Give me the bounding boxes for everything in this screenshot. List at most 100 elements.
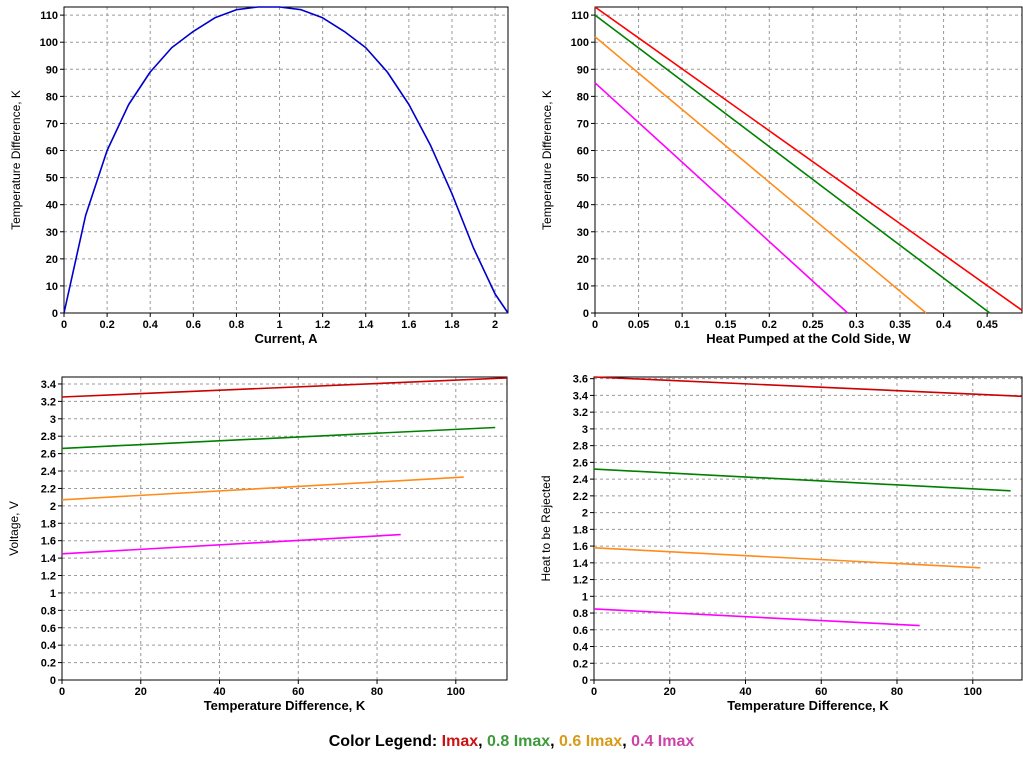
x-tick-label: 1 <box>276 319 282 331</box>
x-tick-label: 1.2 <box>315 319 330 331</box>
series-line-1 <box>593 376 1023 398</box>
chart-2: 0 0.05 0.1 0.15 0.2 0.25 0.3 0.35 0.4 0.45 0 10 20 30… <box>540 6 1023 346</box>
y-tick-label: 3.4 <box>41 379 57 391</box>
y-tick-label: 100 <box>571 37 589 49</box>
x-tick-label: 0 <box>59 686 65 698</box>
x-tick-label: 0.8 <box>229 319 244 331</box>
x-tick-label: 0 <box>592 319 598 331</box>
y-tick-label: 40 <box>577 200 589 212</box>
series-line-3 <box>593 547 981 569</box>
x-tick-label: 0.45 <box>976 319 997 331</box>
legend-entry-0-4-imax: 0.4 Imax <box>631 733 695 750</box>
y-tick-label: 30 <box>46 227 58 239</box>
chart-4: 0 20 40 60 80 100 0 0.2 0.4 0.6 0.8 1 1.2 1.4 1.6 1.8 2 2… <box>539 374 1023 713</box>
y-tick-label: 2.2 <box>573 491 588 503</box>
y-tick-label: 0.2 <box>41 658 56 670</box>
x-tick-label: 1.8 <box>444 319 459 331</box>
y-tick-label: 2 <box>582 508 588 520</box>
y-axis-label: Temperature Difference, K <box>9 90 23 230</box>
y-tick-label: 2 <box>50 501 56 513</box>
x-tick-label: 0.4 <box>143 319 159 331</box>
x-tick-label: 0.25 <box>802 319 823 331</box>
x-tick-label: 0 <box>591 686 597 698</box>
series-line-4 <box>594 82 849 314</box>
x-tick-label: 100 <box>964 686 982 698</box>
y-tick-label: 3.6 <box>573 374 588 386</box>
y-tick-label: 0.4 <box>573 642 589 654</box>
series-line-1 <box>594 6 1023 311</box>
legend-separator: , <box>478 733 487 750</box>
y-tick-label: 1.8 <box>41 518 56 530</box>
y-tick-label: 0.6 <box>573 625 588 637</box>
legend-entry-0-6-imax: 0.6 Imax <box>559 733 623 750</box>
legend-separator: , <box>622 733 632 750</box>
y-tick-label: 3.2 <box>41 396 56 408</box>
legend-prefix: Color Legend: <box>328 733 442 750</box>
chart-3: 0 20 40 60 80 100 0 0.2 0.4 0.6 0.8 1 1.2 1.4 1.6 1.8 2 2… <box>7 376 508 713</box>
legend-separator: , <box>550 733 560 750</box>
series-line-1 <box>61 377 508 398</box>
y-tick-label: 50 <box>577 173 589 185</box>
y-tick-label: 60 <box>46 146 58 158</box>
y-axis-label: Heat to be Rejected <box>539 475 553 581</box>
y-tick-label: 2.4 <box>573 474 589 486</box>
y-tick-label: 1.6 <box>41 536 56 548</box>
plot-frame <box>593 376 1023 681</box>
y-tick-label: 1.4 <box>41 553 57 565</box>
y-tick-label: 0.8 <box>573 608 588 620</box>
y-tick-label: 1 <box>50 588 56 600</box>
y-tick-label: 1.2 <box>573 575 588 587</box>
chart-1: 0 0.2 0.4 0.6 0.8 1 1.2 1.4 1.6 1.8 20102030405060… <box>9 6 509 346</box>
plot-frame <box>63 6 509 314</box>
y-tick-label: 20 <box>46 254 58 266</box>
y-tick-label: 40 <box>46 200 58 212</box>
x-tick-label: 20 <box>135 686 147 698</box>
x-tick-label: 0.1 <box>674 319 689 331</box>
x-tick-label: 80 <box>891 686 903 698</box>
x-axis-label: Temperature Difference, K <box>204 698 366 713</box>
y-tick-label: 80 <box>577 91 589 103</box>
series-line-3 <box>61 476 464 501</box>
y-tick-label: 1.8 <box>573 524 588 536</box>
x-tick-label: 0.3 <box>849 319 864 331</box>
y-tick-label: 2.2 <box>41 483 56 495</box>
y-tick-label: 2.6 <box>41 449 56 461</box>
x-tick-label: 0.05 <box>628 319 649 331</box>
plot-frame <box>594 6 1023 314</box>
y-tick-label: 70 <box>577 118 589 130</box>
x-tick-label: 0.2 <box>99 319 114 331</box>
y-tick-label: 110 <box>40 10 58 22</box>
x-tick-label: 20 <box>664 686 676 698</box>
y-tick-label: 0.6 <box>41 623 56 635</box>
series-line-4 <box>593 608 920 627</box>
plot-frame <box>61 376 508 681</box>
x-axis-label: Current, A <box>254 331 318 346</box>
y-tick-label: 3 <box>582 424 588 436</box>
x-tick-label: 1.6 <box>401 319 416 331</box>
y-tick-label: 0.2 <box>573 658 588 670</box>
x-axis-label: Temperature Difference, K <box>727 698 889 713</box>
x-tick-label: 40 <box>739 686 751 698</box>
y-tick-label: 0 <box>50 675 56 687</box>
legend-entry-imax: Imax <box>441 733 479 750</box>
x-tick-label: 0.6 <box>186 319 201 331</box>
y-tick-label: 2.6 <box>573 457 588 469</box>
x-tick-label: 0.35 <box>889 319 910 331</box>
x-tick-label: 0 <box>61 319 67 331</box>
x-tick-label: 100 <box>447 686 465 698</box>
y-tick-label: 2.4 <box>41 466 57 478</box>
series-line-2 <box>61 426 496 450</box>
y-tick-label: 1.6 <box>573 541 588 553</box>
y-tick-label: 3.2 <box>573 407 588 419</box>
y-tick-label: 1 <box>582 591 588 603</box>
y-tick-label: 80 <box>46 91 58 103</box>
legend-entry-0-8-imax: 0.8 Imax <box>487 733 551 750</box>
series-line-4 <box>61 533 401 555</box>
y-tick-label: 0 <box>52 308 58 320</box>
y-tick-label: 70 <box>46 118 58 130</box>
y-tick-label: 1.4 <box>573 558 589 570</box>
y-axis-label: Temperature Difference, K <box>540 90 554 230</box>
series-line-1 <box>63 6 509 314</box>
y-tick-label: 0.4 <box>41 640 57 652</box>
